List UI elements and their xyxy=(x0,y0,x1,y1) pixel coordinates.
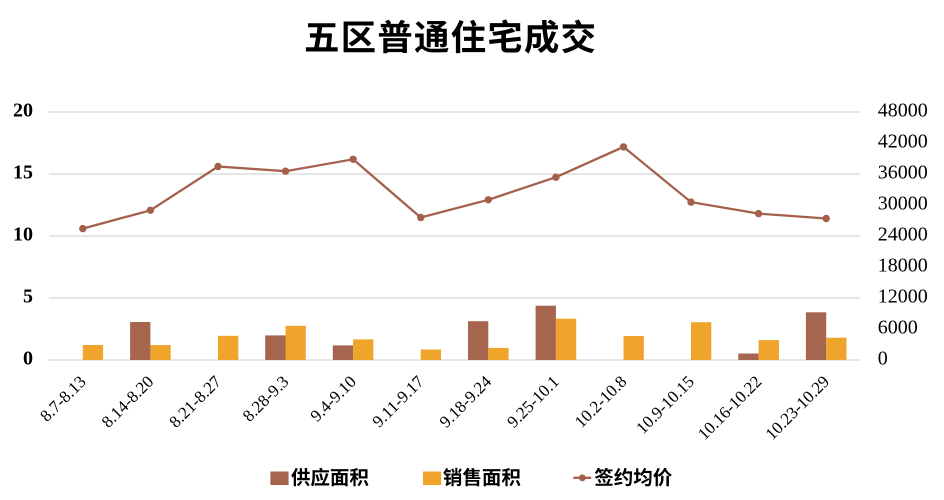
svg-text:8.21-8.27: 8.21-8.27 xyxy=(165,372,225,432)
svg-text:8.14-8.20: 8.14-8.20 xyxy=(98,372,158,432)
svg-text:12000: 12000 xyxy=(878,285,928,307)
svg-text:10.2-10.8: 10.2-10.8 xyxy=(571,372,631,432)
svg-text:6000: 6000 xyxy=(878,316,918,338)
svg-text:10.16-10.22: 10.16-10.22 xyxy=(694,372,766,444)
svg-text:42000: 42000 xyxy=(878,130,928,152)
svg-text:15: 15 xyxy=(13,162,33,184)
svg-text:0: 0 xyxy=(878,347,888,369)
svg-text:9.25-10.1: 9.25-10.1 xyxy=(503,372,563,432)
svg-text:8.7-8.13: 8.7-8.13 xyxy=(36,372,90,426)
svg-text:9.11-9.17: 9.11-9.17 xyxy=(369,372,428,431)
svg-text:36000: 36000 xyxy=(878,161,928,183)
svg-text:10.23-10.29: 10.23-10.29 xyxy=(762,372,834,444)
svg-text:20: 20 xyxy=(13,100,33,122)
svg-text:5: 5 xyxy=(23,286,33,308)
svg-text:8.28-9.3: 8.28-9.3 xyxy=(239,372,293,426)
svg-text:30000: 30000 xyxy=(878,192,928,214)
svg-text:10: 10 xyxy=(13,224,33,246)
svg-text:9.4-9.10: 9.4-9.10 xyxy=(307,372,361,426)
svg-text:48000: 48000 xyxy=(878,99,928,121)
svg-text:24000: 24000 xyxy=(878,223,928,245)
svg-text:0: 0 xyxy=(23,348,33,370)
svg-text:10.9-10.15: 10.9-10.15 xyxy=(632,372,698,438)
svg-text:9.18-9.24: 9.18-9.24 xyxy=(436,372,496,432)
svg-text:18000: 18000 xyxy=(878,254,928,276)
